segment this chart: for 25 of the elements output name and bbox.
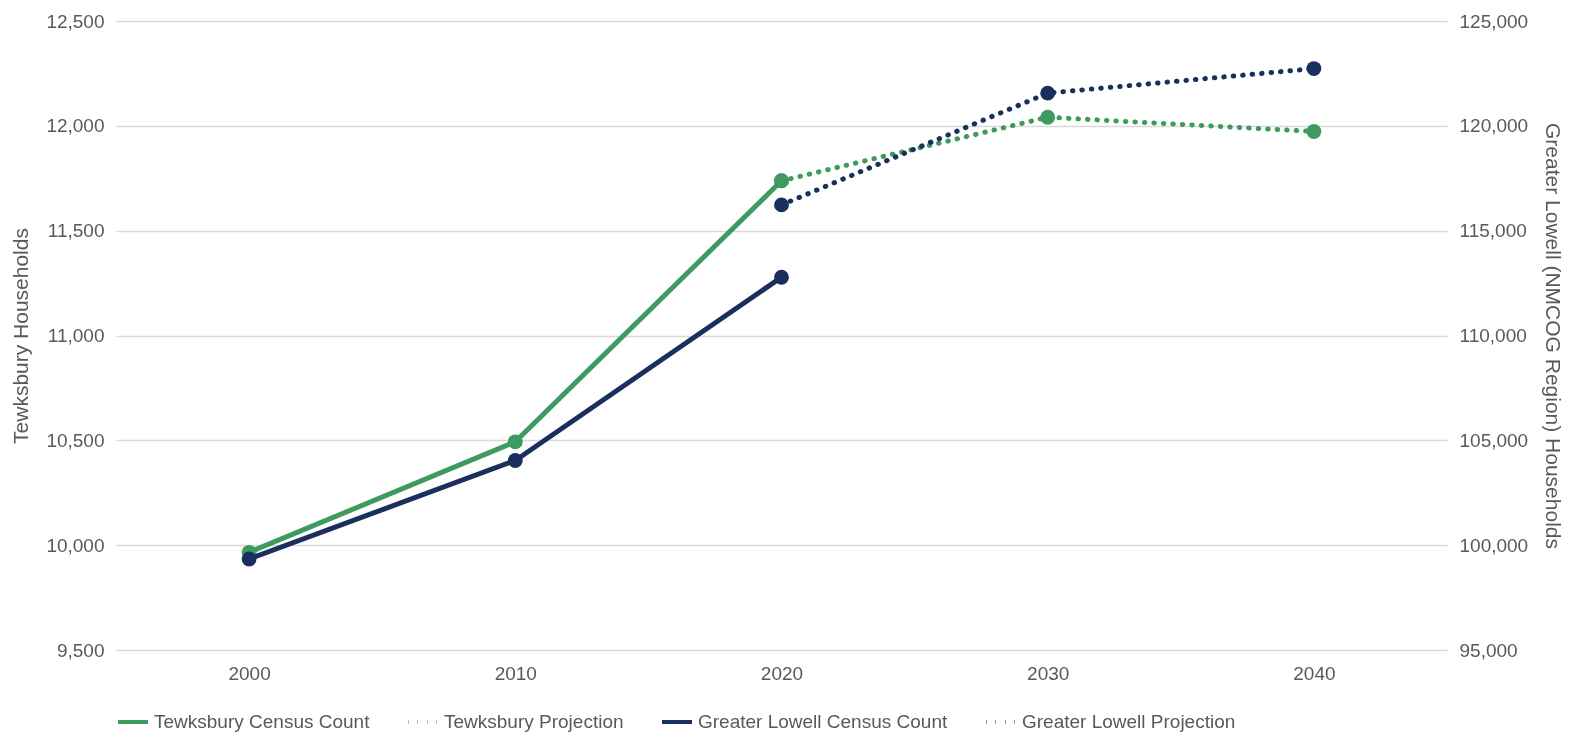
y2-tick-label: 95,000	[1459, 639, 1518, 661]
x-tick-label: 2040	[1293, 662, 1336, 684]
legend-label: Greater Lowell Projection	[1022, 711, 1236, 732]
y-tick-label: 11,000	[47, 325, 105, 346]
x-tick-label: 2000	[228, 662, 271, 684]
y-tick-label: 10,000	[46, 534, 105, 556]
y2-tick-label: 125,000	[1459, 10, 1529, 32]
y2-tick-label: 110,000	[1459, 325, 1527, 346]
y2-axis-title: Greater Lowell (NMCOG Region) Households	[1542, 123, 1566, 549]
y2-tick-label: 120,000	[1459, 115, 1529, 137]
x-tick-label: 2020	[760, 662, 804, 684]
x-tick-label: 2030	[1027, 662, 1070, 684]
y2-tick-label: 115,000	[1459, 220, 1527, 242]
y-tick-label: 10,500	[46, 429, 105, 451]
legend-label: Greater Lowell Census Count	[698, 711, 948, 732]
y-axis-title: Tewksbury Households	[9, 228, 33, 444]
legend-label: Tewksbury Projection	[444, 711, 624, 732]
y-tick-label: 11,500	[47, 220, 105, 242]
x-tick-label: 2010	[494, 662, 537, 684]
y-tick-label: 9,500	[56, 639, 105, 661]
y2-tick-label: 100,000	[1459, 534, 1529, 556]
legend-label: Tewksbury Census Count	[154, 711, 371, 732]
y-tick-label: 12,000	[46, 115, 105, 137]
y-tick-label: 12,500	[46, 10, 105, 32]
y2-tick-label: 105,000	[1459, 429, 1529, 451]
